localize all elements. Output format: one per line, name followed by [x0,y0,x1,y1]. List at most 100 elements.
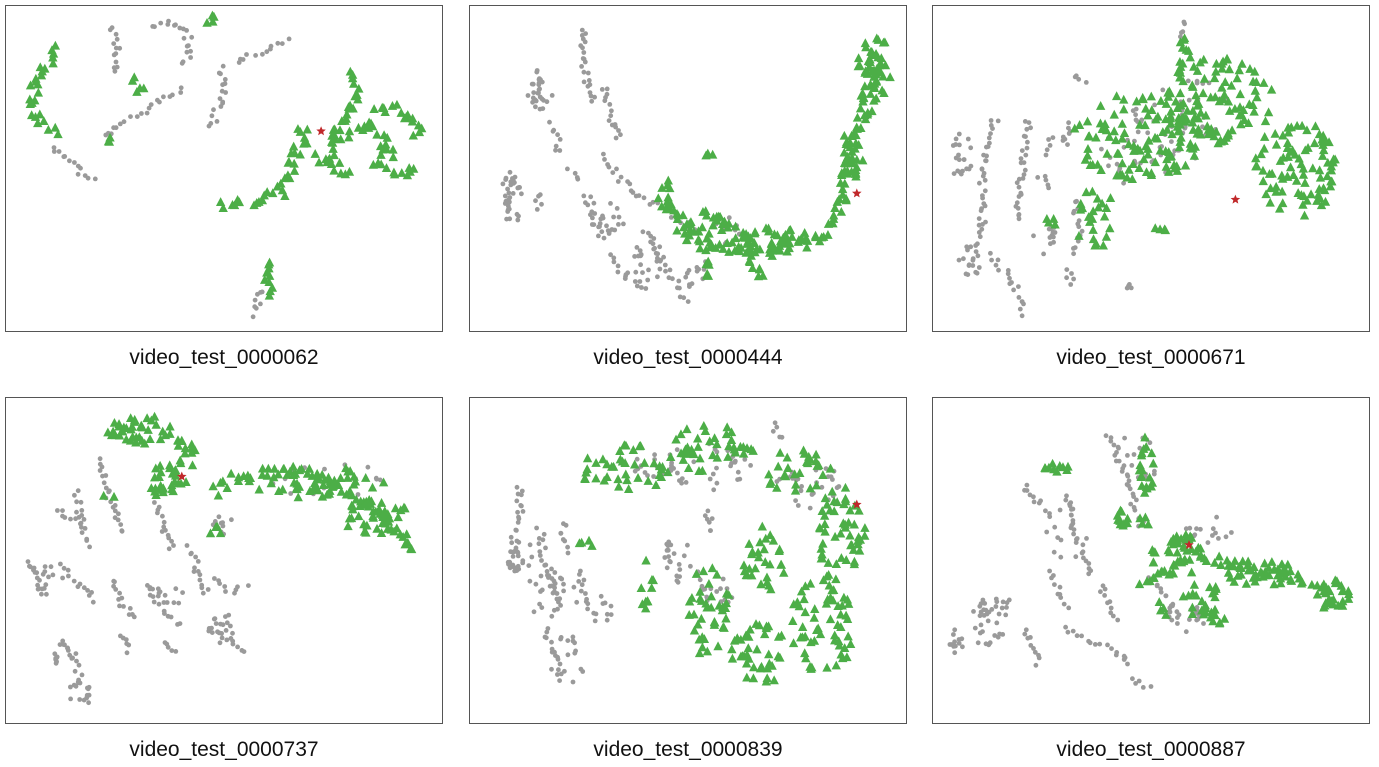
gray-point [184,43,190,49]
gray-point [667,267,673,273]
gray-point [220,82,226,88]
gray-point [173,586,179,592]
gray-point [191,569,197,574]
green-triangle [390,503,401,513]
green-triangle [406,544,417,554]
gray-point [55,508,60,513]
gray-point [621,221,626,227]
gray-point [1066,605,1072,611]
gray-point [1135,129,1141,135]
gray-point [613,135,619,141]
green-triangle [266,478,276,488]
gray-point [799,484,804,489]
gray-point [597,221,603,226]
gray-point [634,283,640,289]
gray-point [978,208,984,214]
gray-point [551,607,557,613]
chart-panel-2 [469,5,907,332]
gray-point [545,626,551,631]
gray-point [553,653,558,658]
green-triangle [1149,547,1159,556]
green-triangle [336,486,347,496]
gray-point [1079,633,1084,639]
gray-point [968,163,974,169]
green-triangle [1285,574,1296,584]
gray-point [514,484,520,490]
green-triangle [1250,569,1261,579]
green-triangle [1317,151,1328,160]
gray-point [604,617,610,623]
gray-point [218,71,223,77]
green-triangle [756,579,766,589]
green-triangle [687,593,697,602]
gray-point [541,531,547,537]
green-triangle [37,66,47,76]
gray-point [667,558,673,564]
gray-point [178,90,184,95]
gray-point [1058,554,1064,560]
gray-point [646,267,651,273]
green-triangle [701,259,711,269]
gray-point [189,34,195,40]
green-triangle [1234,65,1244,75]
green-triangle [377,510,388,519]
green-triangle [702,233,712,243]
gray-point [505,207,511,213]
gray-point [555,132,560,138]
green-triangle [697,642,708,652]
gray-point [677,285,682,291]
green-triangle [1283,127,1294,137]
green-triangle [284,156,294,166]
gray-point [1022,631,1028,637]
gray-point [258,290,263,295]
green-triangle [1198,88,1208,98]
green-triangle [757,521,767,531]
gray-point [209,625,214,631]
gray-point [39,591,44,597]
gray-point [602,157,607,162]
gray-point [1116,458,1122,464]
gray-point [570,679,576,685]
green-triangle [1243,565,1254,575]
gray-point [558,603,563,608]
gray-point [529,81,535,87]
green-triangle [269,463,280,473]
green-triangle [207,10,218,20]
green-triangle [1277,186,1287,196]
green-triangle [1115,505,1126,515]
green-triangle [846,166,857,176]
gray-point [1051,549,1057,555]
gray-point [1060,138,1066,143]
gray-point [1119,469,1125,474]
gray-point [111,52,117,58]
green-triangle [830,531,840,541]
green-triangle [1129,146,1139,155]
green-triangle [842,614,853,624]
gray-point [657,244,663,250]
green-triangle [417,123,427,133]
green-triangle [348,504,358,514]
gray-point [1000,599,1006,605]
green-triangle [218,476,228,486]
gray-point [658,257,664,263]
gray-point [610,170,616,176]
gray-point [591,200,597,206]
gray-point [592,618,598,624]
green-triangle [681,235,692,245]
gray-point [536,90,541,96]
gray-point [657,266,663,272]
gray-point [152,500,157,505]
green-triangle [829,506,839,516]
gray-point [655,251,661,257]
green-triangle [802,242,812,252]
green-triangle [348,103,358,113]
chart-caption-5: video_test_0000839 [593,738,783,761]
green-triangle [749,238,759,247]
green-triangle [167,468,178,478]
green-triangle [1081,187,1091,197]
gray-point [219,631,225,636]
gray-point [550,128,556,134]
green-triangle [1166,106,1176,116]
gray-point [1122,435,1127,441]
gray-point [217,96,223,101]
